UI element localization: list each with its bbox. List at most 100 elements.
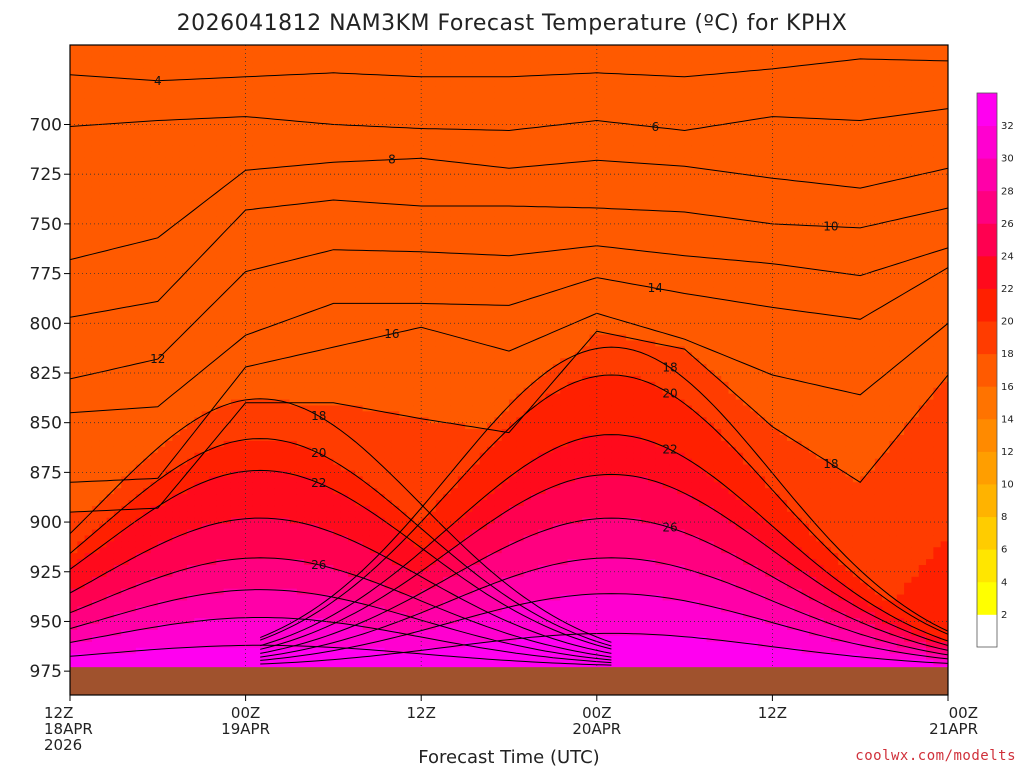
field-cell bbox=[245, 121, 254, 129]
field-cell bbox=[311, 435, 320, 442]
field-cell bbox=[128, 228, 137, 235]
field-cell bbox=[84, 488, 93, 495]
field-cell bbox=[165, 287, 174, 294]
field-cell bbox=[369, 62, 378, 70]
field-cell bbox=[348, 115, 356, 123]
field-cell bbox=[135, 340, 144, 347]
field-cell bbox=[84, 630, 93, 637]
field-cell bbox=[77, 381, 86, 389]
field-cell bbox=[216, 257, 225, 265]
field-cell bbox=[282, 641, 291, 649]
field-cell bbox=[99, 216, 108, 223]
field-cell bbox=[113, 559, 122, 566]
field-cell bbox=[274, 340, 283, 347]
field-cell bbox=[172, 115, 181, 123]
field-cell bbox=[113, 452, 122, 460]
field-cell bbox=[187, 157, 195, 164]
field-cell bbox=[135, 553, 144, 560]
field-cell bbox=[289, 216, 298, 223]
field-cell bbox=[209, 222, 217, 229]
field-cell bbox=[209, 245, 217, 253]
field-cell bbox=[289, 340, 298, 347]
field-cell bbox=[296, 139, 305, 147]
field-cell bbox=[77, 210, 86, 217]
field-cell bbox=[223, 234, 232, 241]
field-cell bbox=[121, 358, 130, 365]
field-cell bbox=[216, 565, 225, 572]
field-cell bbox=[399, 222, 408, 229]
field-cell bbox=[143, 275, 152, 282]
field-cell bbox=[238, 582, 247, 590]
field-cell bbox=[172, 50, 181, 58]
field-cell bbox=[150, 653, 159, 661]
field-cell bbox=[84, 612, 93, 619]
field-cell bbox=[113, 275, 122, 282]
field-cell bbox=[355, 547, 364, 554]
field-cell bbox=[274, 600, 283, 607]
field-cell bbox=[106, 576, 115, 584]
field-cell bbox=[348, 370, 356, 377]
field-cell bbox=[84, 641, 93, 649]
field-cell bbox=[289, 535, 298, 542]
field-cell bbox=[362, 328, 371, 336]
field-cell bbox=[128, 464, 137, 472]
field-cell bbox=[209, 228, 217, 235]
field-cell bbox=[143, 50, 152, 58]
field-cell bbox=[282, 405, 291, 412]
field-cell bbox=[340, 186, 349, 194]
field-cell bbox=[84, 245, 93, 253]
field-cell bbox=[326, 500, 334, 507]
field-cell bbox=[150, 151, 159, 158]
field-cell bbox=[165, 245, 174, 253]
field-cell bbox=[187, 151, 195, 158]
field-cell bbox=[201, 310, 210, 318]
field-cell bbox=[99, 505, 108, 513]
field-cell bbox=[282, 104, 291, 111]
field-cell bbox=[106, 145, 115, 152]
field-cell bbox=[289, 435, 298, 442]
field-cell bbox=[230, 275, 239, 282]
field-cell bbox=[245, 204, 254, 212]
field-cell bbox=[333, 653, 342, 661]
field-cell bbox=[91, 559, 100, 566]
field-cell bbox=[260, 115, 269, 123]
field-cell bbox=[282, 169, 291, 176]
field-cell bbox=[304, 494, 313, 501]
field-cell bbox=[318, 529, 327, 537]
field-cell bbox=[252, 186, 261, 194]
field-cell bbox=[333, 440, 342, 448]
field-cell bbox=[143, 269, 152, 277]
field-cell bbox=[165, 488, 174, 495]
field-cell bbox=[201, 68, 210, 76]
field-cell bbox=[289, 74, 298, 82]
field-cell bbox=[128, 340, 137, 347]
field-cell bbox=[340, 476, 349, 483]
field-cell bbox=[260, 110, 269, 117]
field-cell bbox=[99, 163, 108, 170]
field-cell bbox=[391, 500, 400, 507]
field-cell bbox=[77, 275, 86, 282]
field-cell bbox=[121, 612, 130, 619]
field-cell bbox=[399, 121, 408, 129]
field-cell bbox=[113, 523, 122, 531]
field-cell bbox=[201, 659, 210, 667]
field-cell bbox=[260, 104, 269, 111]
field-cell bbox=[216, 375, 225, 383]
field-cell bbox=[187, 222, 195, 229]
field-cell bbox=[209, 500, 217, 507]
field-cell bbox=[304, 50, 313, 58]
field-cell bbox=[223, 429, 232, 436]
field-cell bbox=[99, 98, 108, 105]
field-cell bbox=[135, 387, 144, 395]
field-cell bbox=[201, 429, 210, 436]
field-cell bbox=[230, 635, 239, 643]
field-cell bbox=[355, 618, 364, 625]
field-cell bbox=[318, 387, 327, 395]
field-cell bbox=[377, 387, 386, 395]
field-cell bbox=[238, 576, 247, 584]
field-cell bbox=[143, 630, 152, 637]
field-cell bbox=[179, 659, 188, 667]
field-cell bbox=[121, 305, 130, 312]
field-cell bbox=[230, 151, 239, 158]
field-cell bbox=[121, 56, 130, 64]
